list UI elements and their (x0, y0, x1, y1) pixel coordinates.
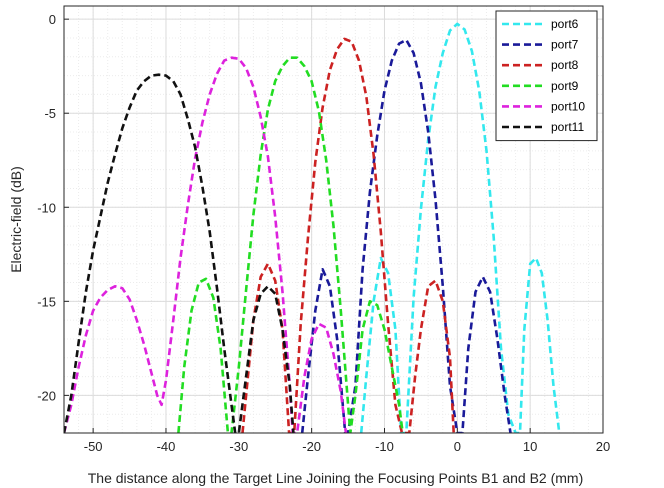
series-line-port7 (300, 38, 512, 433)
x-tick-label: -30 (229, 439, 248, 454)
series-line-port6 (359, 22, 561, 433)
legend-label-port11: port11 (551, 120, 584, 134)
series-line-port9 (177, 56, 404, 433)
legend-label-port7: port7 (551, 38, 579, 52)
y-tick-label: 0 (49, 12, 56, 27)
series-layer (64, 22, 561, 433)
plot-frame (63, 5, 604, 434)
x-axis-label: The distance along the Target Line Joini… (88, 470, 583, 486)
y-tick-label: -15 (37, 294, 56, 309)
series-line-port10 (64, 56, 348, 433)
legend-box (495, 10, 598, 142)
y-tick-label: -5 (44, 106, 56, 121)
x-tick-label: -10 (375, 439, 394, 454)
x-tick-label: -20 (302, 439, 321, 454)
x-tick-label: 20 (596, 439, 610, 454)
y-tick-label: -10 (37, 200, 56, 215)
legend-label-port8: port8 (551, 58, 579, 72)
x-tick-label: -50 (84, 439, 103, 454)
legend: port6 port7 port8 port9 port10 port11 (495, 10, 598, 142)
y-axis-label: Electric-field (dB) (8, 166, 24, 273)
x-tick-label: 10 (523, 439, 537, 454)
series-line-port11 (64, 73, 295, 433)
y-tick-label: -20 (37, 388, 56, 403)
legend-label-port10: port10 (551, 99, 585, 113)
legend-label-port6: port6 (551, 17, 579, 31)
legend-label-port9: port9 (551, 79, 579, 93)
axis-ticks: -50 -40 -30 -20 -10 0 10 20 0 -5 -10 -15 -20 (37, 12, 610, 454)
x-tick-label: -40 (157, 439, 176, 454)
series-line-port8 (241, 37, 455, 433)
x-tick-label: 0 (454, 439, 461, 454)
